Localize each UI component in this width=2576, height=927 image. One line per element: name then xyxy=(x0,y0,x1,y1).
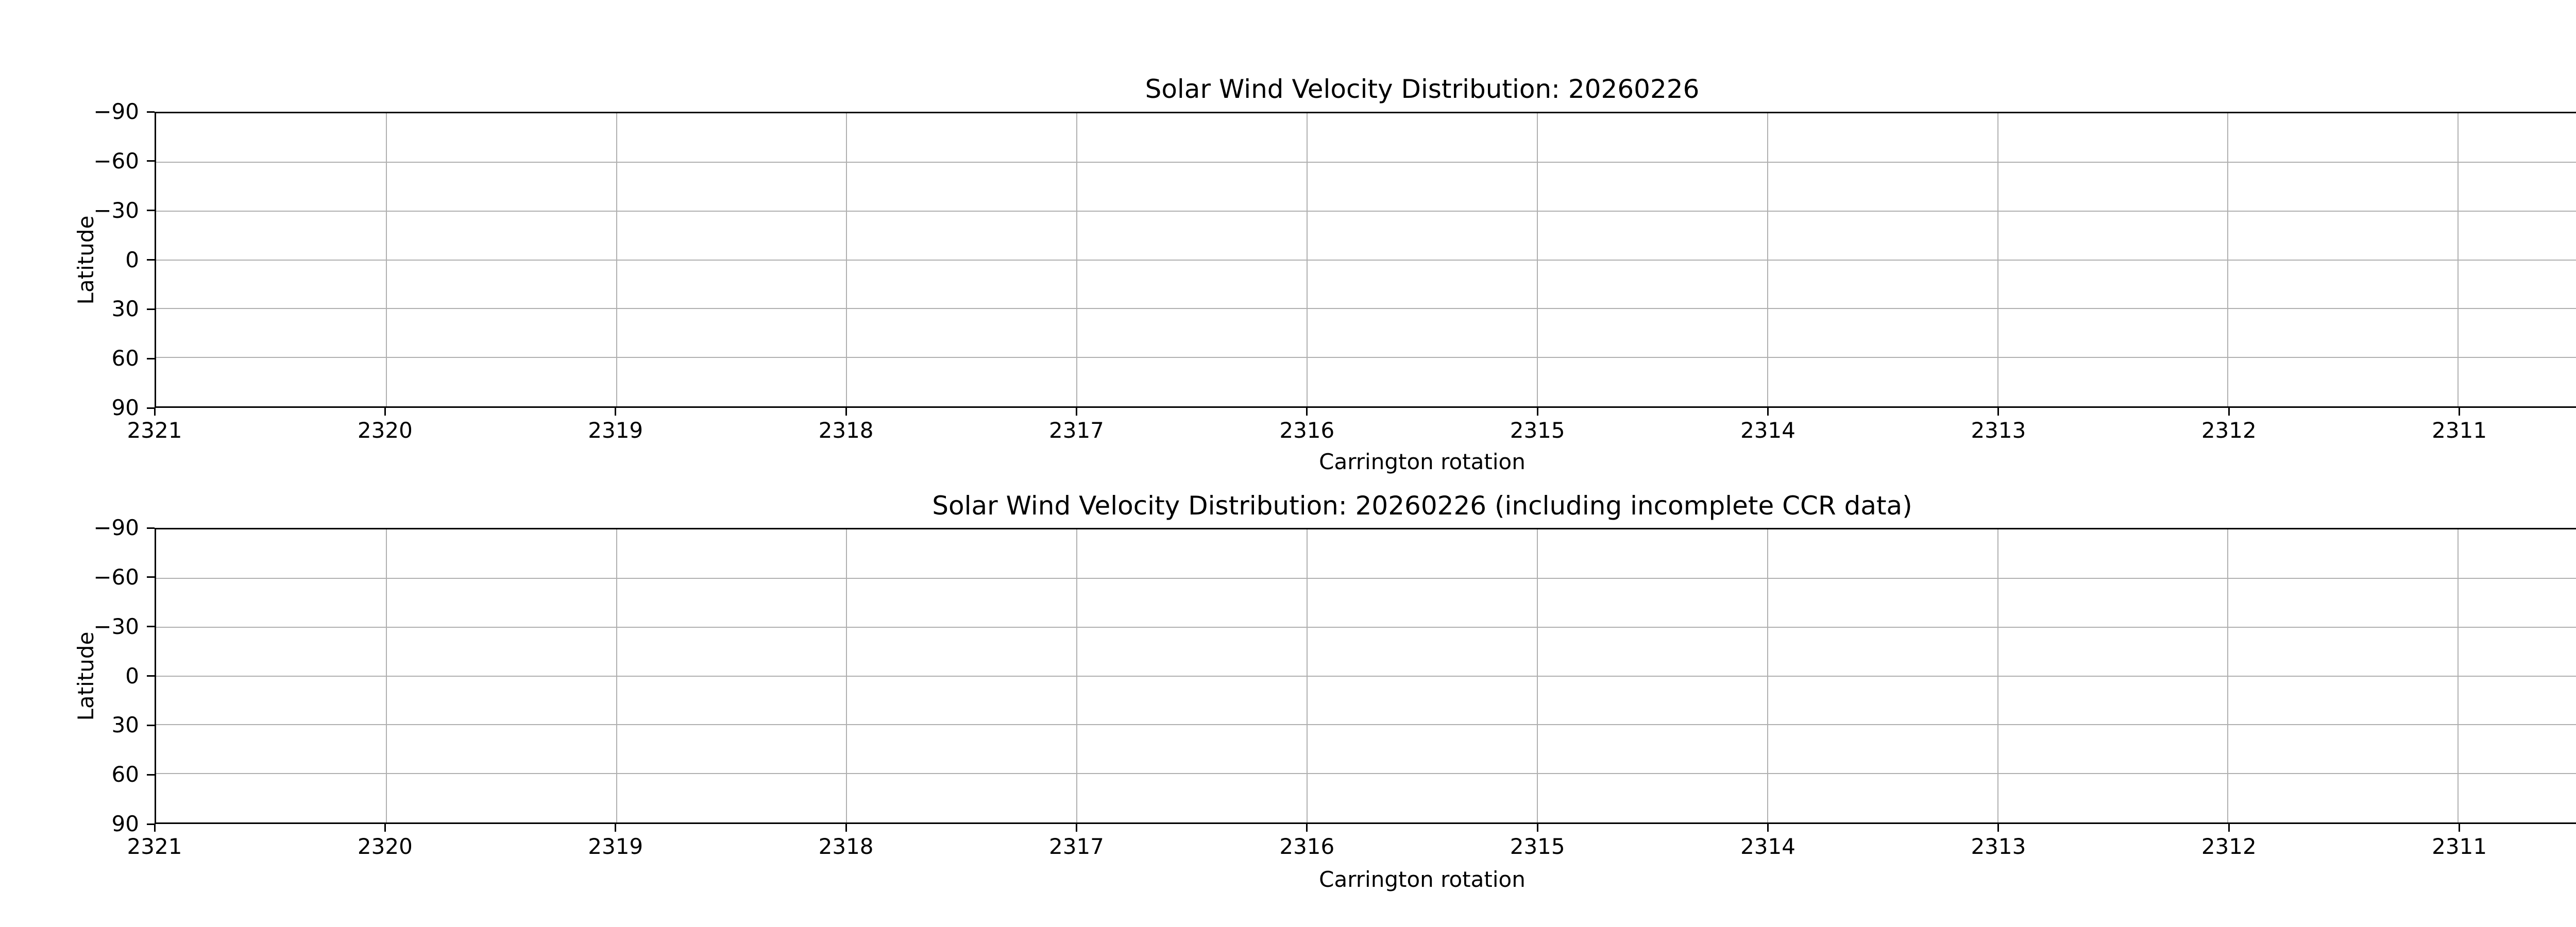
y-tick-label: −90 xyxy=(93,515,139,540)
gridline-horizontal xyxy=(156,357,2576,358)
x-tick-mark xyxy=(845,408,847,416)
y-tick-mark xyxy=(147,675,155,677)
y-tick-label: −90 xyxy=(93,99,139,124)
x-tick-mark xyxy=(1536,408,1538,416)
y-tick-mark xyxy=(147,724,155,726)
x-tick-label: 2320 xyxy=(357,834,413,859)
x-tick-label: 2319 xyxy=(588,418,643,443)
x-tick-label: 2313 xyxy=(1971,834,2026,859)
y-tick-label: 0 xyxy=(125,247,139,272)
gridline-horizontal xyxy=(156,161,2576,163)
x-tick-label: 2315 xyxy=(1510,418,1565,443)
y-tick-label: −30 xyxy=(93,197,139,223)
x-tick-mark xyxy=(1075,824,1077,832)
y-tick-mark xyxy=(147,774,155,776)
y-tick-mark xyxy=(147,111,155,113)
x-tick-label: 2318 xyxy=(818,418,874,443)
x-tick-mark xyxy=(384,824,386,832)
x-tick-label: 2314 xyxy=(1740,418,1795,443)
gridline-horizontal xyxy=(156,724,2576,726)
x-tick-label: 2311 xyxy=(2432,834,2487,859)
x-tick-mark xyxy=(154,408,156,416)
x-tick-label: 2315 xyxy=(1510,834,1565,859)
x-tick-mark xyxy=(154,824,156,832)
x-tick-label: 2312 xyxy=(2201,418,2257,443)
x-tick-mark xyxy=(1306,824,1308,832)
x-tick-label: 2318 xyxy=(818,834,874,859)
gridline-horizontal xyxy=(156,773,2576,775)
gridline-horizontal xyxy=(156,626,2576,628)
gridline-horizontal xyxy=(156,675,2576,677)
gridline-horizontal xyxy=(156,259,2576,261)
x-tick-label: 2317 xyxy=(1049,418,1104,443)
x-tick-label: 2313 xyxy=(1971,418,2026,443)
x-tick-mark xyxy=(615,824,617,832)
x-tick-mark xyxy=(1997,408,1999,416)
x-tick-mark xyxy=(1306,408,1308,416)
plot-title-bottom: Solar Wind Velocity Distribution: 202602… xyxy=(932,491,1912,521)
x-tick-mark xyxy=(384,408,386,416)
x-tick-mark xyxy=(1536,824,1538,832)
y-tick-label: 30 xyxy=(111,712,139,738)
plot-title-top: Solar Wind Velocity Distribution: 202602… xyxy=(1145,74,1700,104)
x-tick-mark xyxy=(615,408,617,416)
x-tick-mark xyxy=(1767,824,1769,832)
x-tick-mark xyxy=(1767,408,1769,416)
y-tick-label: 0 xyxy=(125,663,139,689)
x-tick-label: 2317 xyxy=(1049,834,1104,859)
x-tick-mark xyxy=(2228,824,2230,832)
y-tick-mark xyxy=(147,527,155,529)
x-tick-label: 2319 xyxy=(588,834,643,859)
x-tick-label: 2321 xyxy=(127,834,182,859)
gridline-horizontal xyxy=(156,577,2576,579)
gridline-horizontal xyxy=(156,210,2576,212)
plot-area-bottom xyxy=(155,528,2576,824)
x-tick-label: 2316 xyxy=(1279,418,1335,443)
y-tick-mark xyxy=(147,160,155,162)
x-tick-label: 2312 xyxy=(2201,834,2257,859)
plot-area-top xyxy=(155,112,2576,408)
y-tick-mark xyxy=(147,357,155,359)
y-tick-label: −60 xyxy=(93,564,139,590)
y-tick-mark xyxy=(147,210,155,212)
x-axis-label-top: Carrington rotation xyxy=(1319,449,1526,474)
y-tick-label: 90 xyxy=(111,395,139,420)
y-tick-label: 90 xyxy=(111,811,139,836)
y-tick-label: 60 xyxy=(111,762,139,787)
x-tick-label: 2316 xyxy=(1279,834,1335,859)
x-tick-label: 2320 xyxy=(357,418,413,443)
y-tick-mark xyxy=(147,259,155,261)
y-tick-label: −30 xyxy=(93,613,139,639)
y-tick-mark xyxy=(147,308,155,310)
y-tick-label: 30 xyxy=(111,296,139,322)
y-tick-mark xyxy=(147,576,155,578)
x-tick-label: 2321 xyxy=(127,418,182,443)
gridline-horizontal xyxy=(156,308,2576,310)
y-tick-mark xyxy=(147,626,155,628)
x-tick-mark xyxy=(2228,408,2230,416)
x-tick-mark xyxy=(2459,824,2461,832)
x-tick-label: 2311 xyxy=(2432,418,2487,443)
x-tick-mark xyxy=(845,824,847,832)
y-tick-label: −60 xyxy=(93,148,139,174)
x-tick-mark xyxy=(1997,824,1999,832)
y-tick-mark xyxy=(147,823,155,825)
x-axis-label-bottom: Carrington rotation xyxy=(1319,867,1526,892)
x-tick-mark xyxy=(1075,408,1077,416)
x-tick-mark xyxy=(2459,408,2461,416)
y-tick-label: 60 xyxy=(111,346,139,371)
x-tick-label: 2314 xyxy=(1740,834,1795,859)
y-tick-mark xyxy=(147,407,155,409)
